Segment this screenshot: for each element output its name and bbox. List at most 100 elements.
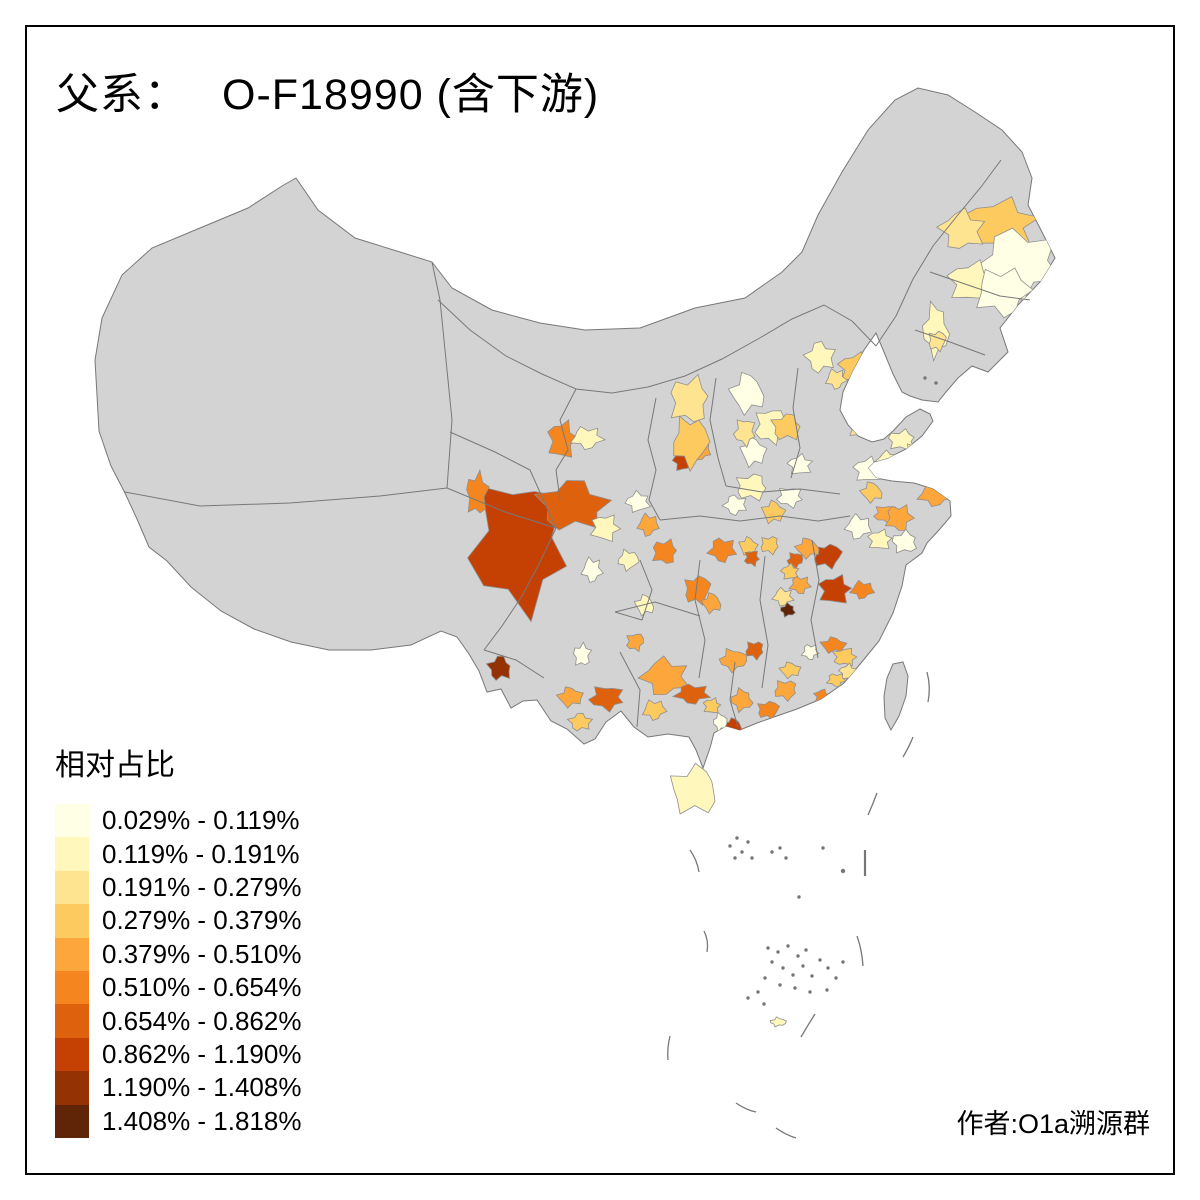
legend-swatch-5 [55,937,89,971]
china-mainland-outline [94,87,1056,770]
prefecture-region-12 [555,686,584,709]
legend-row-4: 0.279% - 0.379% [55,904,302,938]
prefecture-region-52 [743,550,761,568]
prefecture-region-45 [843,512,872,540]
prefecture-region-76 [774,680,797,703]
prefecture-region-30 [849,416,874,438]
legend-label-4: 0.279% - 0.379% [102,905,302,936]
prefecture-region-6 [636,512,660,537]
prefecture-region-73 [757,700,781,720]
prefecture-region-75 [712,711,728,734]
island-region-88 [769,1016,787,1028]
prefecture-region-20 [670,373,709,423]
prefecture-region-7 [651,538,678,564]
prefecture-region-62 [718,647,748,674]
prefecture-region-3 [580,556,605,584]
legend-swatch-3 [55,870,89,905]
prefecture-region-5 [624,489,652,513]
prefecture-region-47 [814,543,844,570]
prefecture-region-29 [824,368,849,390]
legend-label-9: 1.190% - 1.408% [102,1072,302,1103]
prefecture-region-46 [891,528,918,554]
prefecture-region-70 [702,696,722,714]
prefecture-region-56 [788,576,813,595]
island-region-87 [669,762,716,815]
plot-frame [25,25,1175,1175]
legend-label-6: 0.510% - 0.654% [102,972,302,1003]
title-prefix: 父系： [56,71,188,119]
legend-swatch-7 [55,1004,89,1038]
prefecture-region-55 [771,586,795,607]
prefecture-region-22 [727,371,765,417]
legend-title: 相对占比 [55,749,175,782]
legend-swatch-4 [55,904,89,938]
map-title: 父系： O-F18990 (含下游) [56,60,599,122]
legend-label-7: 0.654% - 0.862% [102,1005,302,1036]
legend-row-1: 0.029% - 0.119% [55,804,301,838]
legend-label-2: 0.119% - 0.191% [102,838,300,869]
prefecture-region-50 [760,536,779,556]
prefecture-region-4 [573,641,593,666]
legend-swatch-1 [55,804,89,838]
prefecture-region-40 [721,494,748,517]
prefecture-region-16 [569,425,606,451]
prefecture-region-71 [641,699,668,721]
prefecture-region-65 [831,647,858,667]
prefecture-region-69 [671,683,712,705]
prefecture-region-21 [673,415,711,473]
prefecture-region-63 [745,641,764,661]
legend-row-10: 1.408% - 1.818% [55,1104,302,1138]
prefecture-region-66 [800,644,820,661]
legend-label-1: 0.029% - 0.119% [102,805,300,836]
attribution: 作者:O1a溯源群 [956,1109,1150,1139]
legend-rows: 0.029% - 0.119% 0.119% - 0.191% 0.191% - 0… [55,804,301,1138]
legend-row-9: 1.190% - 1.408% [55,1071,302,1105]
prefecture-region-81 [935,207,986,249]
legend-label-10: 1.408% - 1.818% [102,1105,302,1136]
prefecture-region-58 [848,579,876,600]
legend-swatch-9 [55,1071,89,1105]
prefecture-region-8 [617,548,640,572]
prefecture-region-13 [587,686,624,713]
legend-row-3: 0.191% - 0.279% [55,870,302,905]
prefecture-region-26 [733,419,756,449]
legend-swatch-10 [55,1104,89,1138]
prefecture-region-53 [706,537,738,563]
prefecture-region-15 [547,419,579,458]
legend-row-5: 0.379% - 0.510% [55,937,302,971]
prefecture-patches [466,196,1055,735]
legend-swatch-2 [55,837,89,871]
legend-row-8: 0.862% - 1.190% [55,1037,302,1072]
prefecture-region-61 [700,592,722,615]
legend-label-8: 0.862% - 1.190% [102,1038,302,1069]
legend-swatch-8 [55,1037,89,1072]
legend-row-7: 0.654% - 0.862% [55,1004,302,1038]
prefecture-region-77 [778,661,802,680]
prefecture-region-2 [589,514,622,543]
prefecture-region-49 [786,552,804,570]
prefecture-region-14 [566,712,594,732]
legend: 相对占比 0.029% - 0.119% 0.119% - 0.191% 0.191… [55,748,301,1138]
legend-label-5: 0.379% - 0.510% [102,938,302,969]
prefecture-region-17 [466,468,490,514]
south-china-sea-marks [667,376,938,1139]
prefecture-region-1 [533,480,613,531]
prefecture-region-79 [825,673,847,687]
prefecture-region-35 [858,481,883,504]
prefecture-region-51 [738,535,759,556]
legend-row-2: 0.119% - 0.191% [55,837,301,871]
prefecture-region-10 [625,633,644,653]
prefecture-region-60 [684,575,712,607]
prefecture-region-37 [735,473,767,502]
prefecture-region-59 [780,601,796,618]
prefecture-region-25 [739,436,768,469]
prefecture-region-68 [637,655,690,696]
prefecture-region-64 [819,636,848,654]
legend-swatch-6 [55,970,89,1005]
legend-label-3: 0.191% - 0.279% [102,871,302,902]
legend-row-6: 0.510% - 0.654% [55,970,302,1005]
taiwan-island [883,661,909,732]
province-borders [124,159,1031,728]
